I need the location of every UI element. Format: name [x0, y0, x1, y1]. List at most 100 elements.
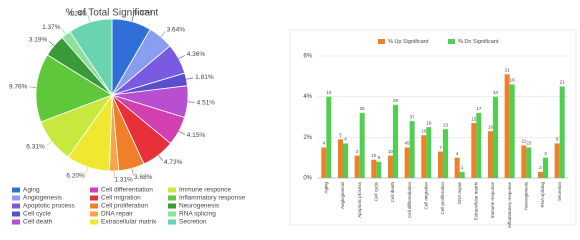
x-tick-label: Immune response [490, 182, 495, 219]
legend-label: Cell cycle [23, 211, 51, 218]
leader-line [178, 130, 186, 135]
legend-label: Cell death [23, 219, 53, 226]
bar-count-label: 21 [560, 80, 566, 85]
bar-count-label: 23 [526, 141, 532, 146]
bar-count-label: 4 [323, 141, 326, 146]
legend-swatch [12, 219, 20, 225]
legend-label: % Up Significant [388, 39, 429, 45]
x-tick-label: Cell differentiation [407, 182, 412, 218]
leader-line [61, 28, 67, 35]
bar [388, 155, 393, 178]
legend-label: Inflammatory response [179, 195, 245, 202]
bar [459, 171, 465, 178]
bar-count-label: 13 [443, 122, 449, 127]
slice-label: 4.36% [187, 51, 206, 58]
bar [371, 159, 377, 178]
leader-line [160, 31, 166, 37]
y-tick-label: 4% [303, 94, 312, 100]
legend-label: Secretion [179, 219, 207, 226]
legend-swatch [12, 203, 20, 209]
bar-count-label: 9 [378, 155, 381, 160]
bar-count-label: 10 [388, 149, 394, 154]
slice-label: 5.60% [134, 10, 153, 17]
x-tick-label: RNA splicing [540, 182, 545, 208]
bar-count-label: 7 [439, 145, 442, 150]
x-tick-label: Neurogenesis [524, 181, 529, 210]
bar [321, 147, 327, 178]
pie-slice [69, 18, 113, 97]
x-tick-label: Cell proliferation [440, 182, 445, 215]
x-tick-label: Secretion [557, 182, 562, 202]
legend-label: Immune responce [179, 187, 231, 194]
slice-label: 1.37% [42, 24, 61, 31]
leader-line [131, 14, 134, 22]
bar-count-label: 18 [426, 120, 432, 125]
bar [326, 96, 332, 178]
slice-label: 6.20% [66, 172, 85, 179]
bar-count-label: 3 [544, 151, 547, 156]
legend-swatch [90, 203, 98, 209]
leader-line [131, 168, 134, 176]
bar [538, 171, 543, 178]
slice-label: 6.31% [26, 144, 45, 151]
bar-count-label: 2 [539, 165, 542, 170]
bar [343, 143, 348, 178]
bar [493, 96, 498, 178]
bar [471, 123, 477, 178]
bar [438, 151, 443, 178]
bar [488, 131, 493, 178]
bar [359, 112, 365, 178]
leader-line [87, 15, 91, 23]
leader-line [46, 141, 53, 147]
x-tick-label: Extracellular matrix [474, 181, 479, 220]
bar-count-label: 34 [493, 90, 499, 95]
legend-label: Aging [23, 187, 40, 194]
bar [454, 157, 460, 178]
legend-swatch [90, 195, 98, 201]
legend-swatch [448, 39, 455, 44]
leader-line [187, 101, 195, 103]
legend-label: RNA splicing [179, 211, 216, 218]
bar-count-label: 4 [344, 137, 347, 142]
slice-label: 3.19% [29, 37, 48, 44]
bar [521, 145, 527, 178]
slice-label: 1.31% [114, 177, 133, 184]
bar [421, 135, 427, 178]
legend-label: Cell proliferation [101, 203, 148, 210]
slice-label: 1.81% [195, 74, 214, 81]
x-tick-label: Cell death [390, 182, 395, 203]
bar-count-label: 5 [339, 133, 342, 138]
legend-swatch [168, 211, 176, 217]
bar [376, 161, 382, 178]
bar-count-label: 10 [326, 90, 332, 95]
pie-title: % of Total Significant [66, 8, 159, 19]
legend-swatch [168, 203, 176, 209]
slice-label: 4.73% [164, 159, 183, 166]
figure: % of Total Significant 5.60% 3.64% 4.36% 1.… [9, 8, 577, 228]
bar [509, 84, 515, 178]
bar-count-label: 45 [405, 141, 411, 146]
bar [476, 112, 482, 178]
bar-chart-frame [289, 29, 577, 226]
legend-label: Cell differentiation [101, 187, 153, 194]
bar-count-label: 4 [456, 151, 459, 156]
leader-line [186, 77, 194, 80]
x-tick-label: DNA repair [457, 182, 462, 205]
y-tick-label: 0% [303, 176, 312, 182]
bar-count-label: 37 [410, 114, 416, 119]
bar [559, 86, 565, 178]
legend-swatch [168, 187, 176, 193]
leader-line [85, 166, 89, 174]
bar-count-label: 16 [488, 124, 494, 129]
bar-count-label: 25 [360, 106, 366, 111]
legend-label: Cell migration [101, 195, 141, 202]
leader-line [48, 40, 55, 46]
x-tick-label: Apoptotic process [357, 181, 362, 218]
legend-label: Angiogenesis [23, 195, 63, 202]
bar [404, 147, 410, 178]
legend-label: Neurogenesis [179, 203, 220, 210]
bar-count-label: 9 [556, 137, 559, 142]
leader-line [158, 154, 163, 161]
x-tick-label: Cell cycle [374, 182, 379, 202]
bar-count-label: 16 [510, 78, 516, 83]
